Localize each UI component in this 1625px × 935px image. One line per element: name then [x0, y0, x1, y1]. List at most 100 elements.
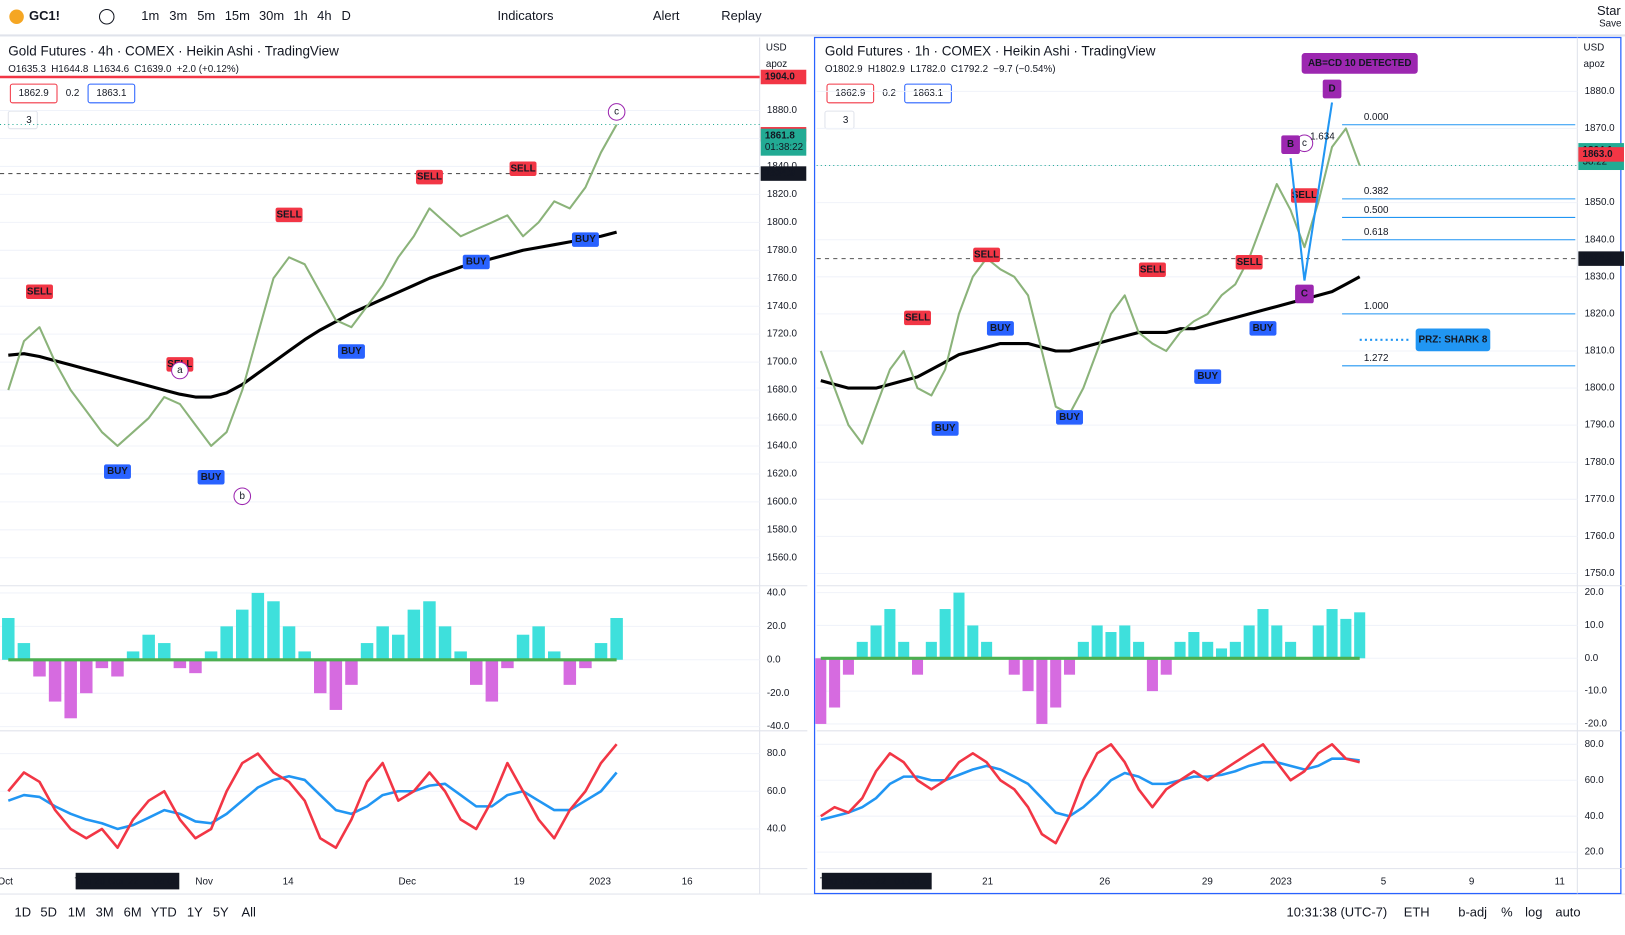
range-button[interactable]: 6M	[124, 905, 142, 920]
signal-label: BUY	[1197, 371, 1218, 382]
x-tick-label: Thu 20 Oct '22	[75, 877, 139, 888]
oscillator-bar	[939, 609, 951, 659]
oscillator-bar	[17, 643, 31, 660]
log-button[interactable]: log	[1525, 905, 1542, 920]
y-tick-label: 1740.0	[767, 301, 798, 312]
indicators-button[interactable]: Indicators	[497, 8, 553, 23]
y-tick-label: 1680.0	[767, 385, 798, 396]
signal-badge	[973, 247, 1001, 263]
price-tag-label: 1904.0	[765, 72, 796, 83]
range-button[interactable]: YTD	[151, 905, 177, 920]
y-tick-label: 10.0	[1585, 620, 1605, 631]
range-button[interactable]: 5Y	[213, 905, 229, 920]
signal-label: BUY	[1059, 412, 1080, 423]
oscillator-bar	[1285, 641, 1297, 659]
interval-button[interactable]: 1h	[293, 8, 307, 23]
y-tick-label: 1880.0	[767, 105, 798, 116]
range-button[interactable]: All	[242, 905, 257, 920]
chart-title: Gold Futures · 1h · COMEX · Heikin Ashi …	[825, 44, 1156, 59]
range-button[interactable]: 1D	[15, 905, 32, 920]
interval-button[interactable]: D	[341, 8, 350, 23]
replay-button[interactable]: Replay	[721, 8, 762, 23]
oscillator-bar	[1271, 625, 1283, 659]
percent-button[interactable]: %	[1501, 905, 1513, 920]
interval-button[interactable]: 30m	[259, 8, 284, 23]
alert-button[interactable]: Alert	[653, 8, 680, 23]
oscillator-bar	[501, 659, 514, 669]
legend-count[interactable]: 3	[26, 115, 32, 126]
range-button[interactable]: 5D	[40, 905, 57, 920]
y-tick-label: 60.0	[767, 786, 787, 797]
range-button[interactable]: 3M	[96, 905, 114, 920]
symbol[interactable]: GC1!	[29, 8, 60, 23]
oscillator-bar	[1133, 641, 1145, 659]
signal-label: SELL	[1237, 257, 1262, 268]
harmonic-point	[1295, 284, 1314, 304]
interval-button[interactable]: 1m	[141, 8, 159, 23]
moving-average	[820, 275, 1361, 390]
oscillator-bar	[547, 651, 561, 660]
signal-label: SELL	[974, 249, 999, 260]
oscillator-bar	[1036, 658, 1048, 724]
signal-badge	[509, 161, 537, 176]
interval-button[interactable]: 3m	[169, 8, 187, 23]
x-tick-label: Dec	[399, 877, 417, 888]
prz-badge	[1415, 328, 1491, 352]
x-tick-label: 5	[1381, 877, 1387, 888]
oscillator-bar	[126, 651, 140, 660]
oscillator-bar	[80, 659, 93, 694]
countdown: 38:22	[1583, 156, 1608, 167]
legend-count[interactable]: 3	[843, 115, 849, 126]
harmonic-point	[1281, 135, 1300, 154]
interval-button[interactable]: 5m	[197, 8, 215, 23]
price-line	[819, 127, 1361, 445]
fib-label: 0.618	[1364, 227, 1389, 238]
range-button[interactable]: 1Y	[187, 905, 203, 920]
auto-button[interactable]: auto	[1555, 905, 1580, 920]
oscillator-bar	[884, 609, 896, 659]
x-tick-label: Oct	[0, 877, 13, 888]
x-tick-label: 11	[1555, 877, 1565, 888]
oscillator-bar	[870, 625, 882, 659]
oscillator-bar	[1105, 632, 1117, 659]
y-tick-label: 1790.0	[1585, 420, 1616, 431]
fib-label: 0.000	[1364, 112, 1389, 123]
adjust-button[interactable]: b-adj	[1458, 905, 1487, 920]
interval-button[interactable]: 15m	[225, 8, 250, 23]
countdown: 01:38:22	[765, 142, 803, 153]
oscillator-bar	[1077, 641, 1089, 659]
oscillator-bar	[532, 626, 545, 660]
signal-label: SELL	[905, 313, 930, 324]
crosshair-time-bg	[75, 872, 180, 890]
oscillator-bar	[1229, 641, 1241, 659]
oscillator-bar	[1202, 641, 1214, 659]
level-box	[826, 83, 875, 104]
price-tag	[1578, 147, 1624, 162]
oscillator-bar	[48, 659, 62, 702]
signal-badge	[571, 232, 599, 247]
layout-name[interactable]: Star	[1597, 3, 1621, 18]
y-tick-label: 20.0	[767, 621, 787, 632]
add-symbol[interactable]	[98, 9, 115, 25]
y-tick-label: 20.0	[1585, 847, 1605, 858]
range-button[interactable]: 1M	[68, 905, 86, 920]
legend-toggle[interactable]	[824, 110, 855, 130]
oscillator-bar	[967, 625, 979, 659]
oscillator-bar	[1091, 625, 1103, 659]
oscillator-bar	[898, 641, 910, 659]
y-tick-label: 1750.0	[1585, 568, 1616, 579]
save-button[interactable]: Save	[1599, 19, 1622, 30]
session-button[interactable]: ETH	[1404, 905, 1430, 920]
oscillator-bar	[1160, 658, 1172, 675]
legend-toggle[interactable]	[7, 110, 38, 130]
y-tick-label: 1640.0	[767, 441, 798, 452]
interval-button[interactable]: 4h	[317, 8, 331, 23]
x-tick-label: 9	[1469, 877, 1474, 888]
oscillator-bar	[1188, 632, 1200, 659]
scale-mode: apoz	[766, 59, 787, 70]
level-value: 0.2	[882, 88, 896, 99]
y-tick-label: 1720.0	[767, 329, 798, 340]
fib-label: 1.000	[1364, 301, 1389, 312]
